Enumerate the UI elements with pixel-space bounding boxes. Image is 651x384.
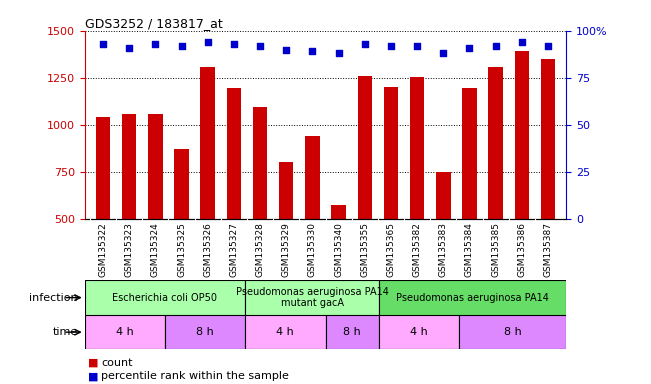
Text: GSM135365: GSM135365 [387,222,395,277]
Text: GSM135382: GSM135382 [413,222,422,277]
Bar [253,107,268,313]
Text: count: count [101,358,132,368]
Bar [383,87,398,313]
Text: GSM135385: GSM135385 [492,222,500,277]
Text: GSM135327: GSM135327 [229,222,238,277]
Point [412,43,422,49]
Text: 8 h: 8 h [504,327,521,337]
Text: GSM135384: GSM135384 [465,222,474,277]
Bar [85,280,245,315]
Bar [245,315,326,349]
Point [229,41,239,47]
Text: 4 h: 4 h [116,327,133,337]
Point [150,41,161,47]
Point [98,41,108,47]
Text: ■: ■ [88,371,98,381]
Bar [488,68,503,313]
Bar [460,315,566,349]
Point [517,39,527,45]
Point [307,48,318,55]
Text: 4 h: 4 h [410,327,428,337]
Point [124,45,134,51]
Bar [379,280,566,315]
Text: GSM135329: GSM135329 [282,222,291,277]
Text: 8 h: 8 h [343,327,361,337]
Bar [515,51,529,313]
Bar [436,172,450,313]
Text: GSM135355: GSM135355 [360,222,369,277]
Text: percentile rank within the sample: percentile rank within the sample [101,371,289,381]
Point [386,43,396,49]
Bar [148,114,163,313]
Text: Pseudomonas aeruginosa PA14
mutant gacA: Pseudomonas aeruginosa PA14 mutant gacA [236,287,389,308]
Point [255,43,265,49]
Point [281,46,292,53]
Text: 4 h: 4 h [277,327,294,337]
Point [359,41,370,47]
Bar [305,136,320,313]
Bar [227,88,241,313]
Text: GSM135330: GSM135330 [308,222,317,277]
Text: GSM135328: GSM135328 [256,222,264,277]
Text: GSM135326: GSM135326 [203,222,212,277]
Bar [96,117,110,313]
Text: GSM135340: GSM135340 [334,222,343,277]
Bar [462,88,477,313]
Text: GSM135322: GSM135322 [98,222,107,277]
Text: 8 h: 8 h [196,327,214,337]
Text: GSM135383: GSM135383 [439,222,448,277]
Point [438,50,449,56]
Text: Pseudomonas aeruginosa PA14: Pseudomonas aeruginosa PA14 [396,293,549,303]
Text: infection: infection [29,293,78,303]
Point [543,43,553,49]
Bar [245,280,379,315]
Bar [379,315,460,349]
Bar [410,77,424,313]
Bar [85,315,165,349]
Text: Escherichia coli OP50: Escherichia coli OP50 [113,293,217,303]
Bar [331,205,346,313]
Text: GSM135386: GSM135386 [518,222,527,277]
Point [202,39,213,45]
Text: GSM135324: GSM135324 [151,222,159,277]
Bar [541,59,555,313]
Bar [357,76,372,313]
Bar [122,114,136,313]
Point [490,43,501,49]
Bar [279,162,294,313]
Text: ■: ■ [88,358,98,368]
Bar [174,149,189,313]
Point [333,50,344,56]
Bar [201,68,215,313]
Text: GDS3252 / 183817_at: GDS3252 / 183817_at [85,17,223,30]
Text: time: time [53,327,78,337]
Point [464,45,475,51]
Bar [165,315,245,349]
Text: GSM135325: GSM135325 [177,222,186,277]
Point [176,43,187,49]
Text: GSM135323: GSM135323 [124,222,133,277]
Text: GSM135387: GSM135387 [544,222,553,277]
Bar [326,315,379,349]
